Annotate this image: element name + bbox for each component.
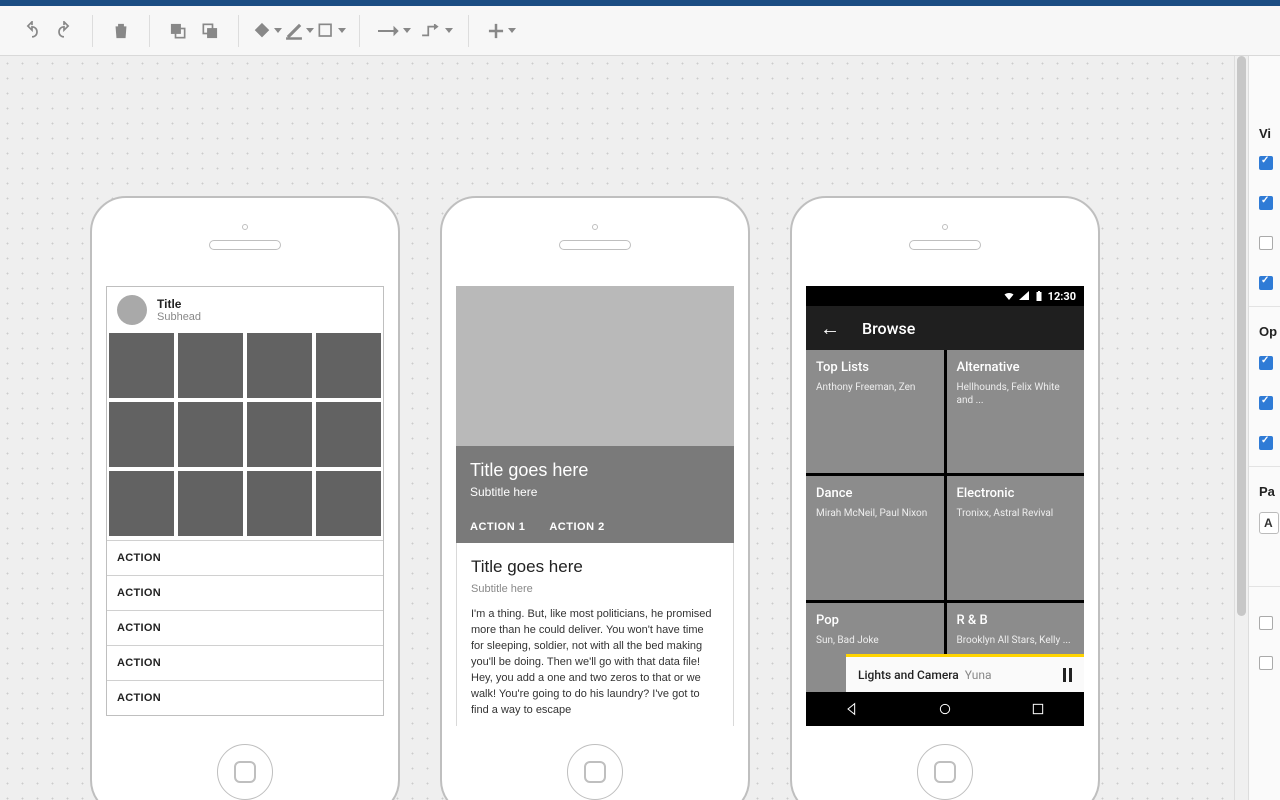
delete-button[interactable] [105,15,137,47]
home-button[interactable] [217,744,273,800]
panel-section-label: Pa [1259,484,1280,499]
device-frame-3[interactable]: 12:30 ← Browse Top ListsAnthony Freeman,… [790,196,1100,800]
song-artist: Yuna [965,668,992,682]
checkbox[interactable] [1259,196,1273,210]
add-button[interactable] [481,15,521,47]
scrollbar-thumb[interactable] [1237,56,1246,616]
checkbox[interactable] [1259,616,1273,630]
genre-tile[interactable]: AlternativeHellhounds, Felix White and .… [947,350,1085,473]
undo-button[interactable] [16,15,48,47]
canvas[interactable]: Title Subhead ACTION ACTION ACTION ACTIO… [0,56,1234,800]
checkbox[interactable] [1259,656,1273,670]
phone-speaker [909,240,981,250]
android-nav-bar [806,692,1084,726]
nav-recents-icon[interactable] [1030,701,1046,717]
status-bar: 12:30 [806,286,1084,306]
action-row[interactable]: ACTION [107,610,383,645]
action-row[interactable]: ACTION [107,575,383,610]
device-frame-1[interactable]: Title Subhead ACTION ACTION ACTION ACTIO… [90,196,400,800]
home-button[interactable] [567,744,623,800]
fill-button[interactable] [251,15,283,47]
properties-panel: Vi Op Pa A [1248,56,1280,800]
phone-speaker [209,240,281,250]
redo-button[interactable] [48,15,80,47]
phone-speaker [559,240,631,250]
pause-icon[interactable] [1063,668,1072,682]
genre-tile[interactable]: DanceMirah McNeil, Paul Nixon [806,476,944,599]
checkbox[interactable] [1259,236,1273,250]
panel-section-label: Vi [1259,126,1280,141]
hero-title: Title goes here [470,460,720,481]
device-frame-2[interactable]: Title goes here Subtitle here ACTION 1 A… [440,196,750,800]
hero-action[interactable]: ACTION 2 [549,521,604,533]
stroke-button[interactable] [283,15,315,47]
checkbox[interactable] [1259,276,1273,290]
phone-camera-dot [942,224,948,230]
song-title: Lights and Camera [858,668,959,682]
now-playing-bar[interactable]: Lights and Camera Yuna [846,654,1084,692]
toolbar [0,6,1280,56]
line-style-button[interactable] [372,15,414,47]
signal-icon [1018,290,1030,302]
battery-icon [1033,290,1045,302]
checkbox[interactable] [1259,156,1273,170]
wifi-icon [1003,290,1015,302]
bring-front-button[interactable] [162,15,194,47]
vertical-scrollbar[interactable] [1234,56,1248,800]
send-back-button[interactable] [194,15,226,47]
body-title: Title goes here [471,557,719,577]
appbar-title: Browse [862,319,915,338]
body-subtitle: Subtitle here [471,583,719,595]
checkbox[interactable] [1259,396,1273,410]
panel-section-label: Op [1259,324,1280,339]
checkbox[interactable] [1259,356,1273,370]
dropdown[interactable]: A [1259,512,1279,534]
hero-action[interactable]: ACTION 1 [470,521,525,533]
genre-tile[interactable]: ElectronicTronixx, Astral Revival [947,476,1085,599]
action-row[interactable]: ACTION [107,540,383,575]
avatar [117,295,147,325]
connector-style-button[interactable] [414,15,456,47]
shadow-button[interactable] [315,15,347,47]
body-paragraph: I'm a thing. But, like most politicians,… [471,607,719,719]
card-subhead: Subhead [157,311,201,323]
action-row[interactable]: ACTION [107,645,383,680]
genre-tile[interactable]: Top ListsAnthony Freeman, Zen [806,350,944,473]
card-title: Title [157,297,201,311]
home-button[interactable] [917,744,973,800]
action-row[interactable]: ACTION [107,680,383,715]
media-grid [107,333,383,540]
hero-subtitle: Subtitle here [470,485,720,499]
status-time: 12:30 [1048,290,1076,303]
phone-camera-dot [242,224,248,230]
nav-home-icon[interactable] [937,701,953,717]
back-icon[interactable]: ← [820,316,840,341]
app-bar: ← Browse [806,306,1084,350]
checkbox[interactable] [1259,436,1273,450]
nav-back-icon[interactable] [844,701,860,717]
phone-camera-dot [592,224,598,230]
hero-image [456,286,734,446]
